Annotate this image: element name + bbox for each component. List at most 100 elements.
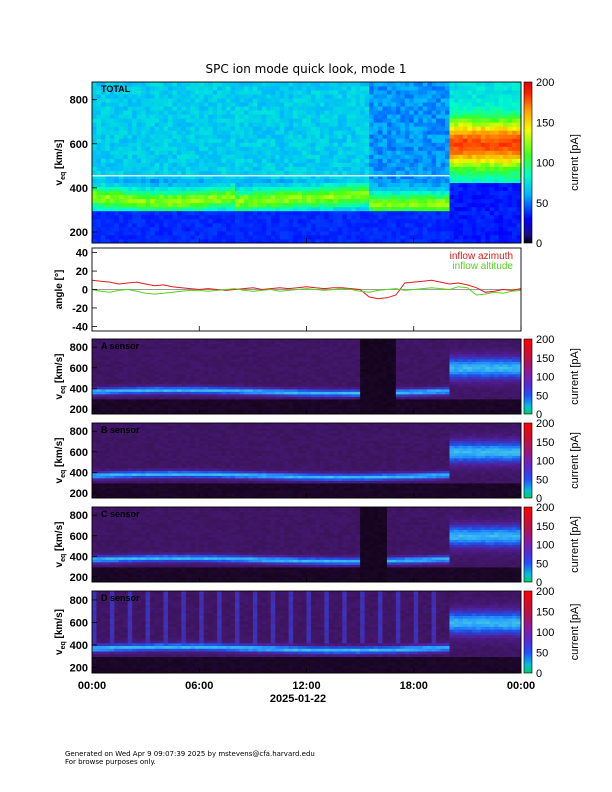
heatmap-cell: [159, 203, 164, 207]
heatmap-cell: [253, 102, 258, 106]
heatmap-cell: [132, 219, 137, 223]
heatmap-cell: [172, 183, 177, 187]
heatmap-cell: [351, 235, 356, 239]
heatmap-cell: [132, 154, 137, 158]
heatmap-cell: [266, 235, 271, 239]
heatmap-cell: [374, 130, 379, 134]
heatmap-cell: [271, 215, 276, 219]
heatmap-cell: [266, 183, 271, 187]
heatmap-cell: [150, 130, 155, 134]
heatmap-cell: [190, 90, 195, 94]
heatmap-cell: [231, 191, 236, 195]
heatmap-cell: [213, 154, 218, 158]
heatmap-cell: [177, 207, 182, 211]
heatmap-cell: [289, 187, 294, 191]
heatmap-cell: [338, 219, 343, 223]
heatmap-cell: [141, 163, 146, 167]
heatmap-cell: [168, 106, 173, 110]
heatmap-cell: [186, 203, 191, 207]
heatmap-cell: [382, 207, 387, 211]
heatmap-cell: [199, 114, 204, 118]
heatmap-cell: [253, 134, 258, 138]
heatmap-cell: [360, 227, 365, 231]
heatmap-cell: [293, 94, 298, 98]
heatmap-cell: [360, 130, 365, 134]
heatmap-cell: [239, 215, 244, 219]
heatmap-cell: [298, 122, 303, 126]
heatmap-cell: [275, 187, 280, 191]
heatmap-cell: [164, 110, 169, 114]
heatmap-cell: [213, 114, 218, 118]
heatmap-cell: [177, 90, 182, 94]
heatmap-cell: [208, 82, 213, 86]
heatmap-cell: [365, 195, 370, 199]
heatmap-cell: [231, 114, 236, 118]
heatmap-cell: [257, 163, 262, 167]
heatmap-cell: [231, 158, 236, 162]
heatmap-cell: [128, 179, 133, 183]
heatmap-cell: [239, 207, 244, 211]
heatmap-cell: [128, 94, 133, 98]
heatmap-cell: [146, 227, 151, 231]
heatmap-cell: [123, 227, 128, 231]
heatmap-cell: [213, 203, 218, 207]
heatmap-cell: [114, 158, 119, 162]
heatmap-cell: [195, 167, 200, 171]
heatmap-cell: [132, 86, 137, 90]
heatmap-cell: [356, 183, 361, 187]
heatmap-cell: [284, 94, 289, 98]
heatmap-cell: [235, 235, 240, 239]
heatmap-cell: [324, 146, 329, 150]
heatmap-cell: [96, 106, 101, 110]
heatmap-cell: [195, 179, 200, 183]
heatmap-cell: [293, 110, 298, 114]
heatmap-cell: [289, 219, 294, 223]
heatmap-cell: [177, 219, 182, 223]
heatmap-cell: [132, 130, 137, 134]
heatmap-cell: [302, 94, 307, 98]
heatmap-cell: [110, 215, 115, 219]
heatmap-cell: [329, 130, 334, 134]
heatmap-cell: [195, 195, 200, 199]
heatmap-cell: [307, 94, 312, 98]
heatmap-cell: [141, 199, 146, 203]
heatmap-cell: [155, 163, 160, 167]
heatmap-cell: [351, 146, 356, 150]
heatmap-cell: [320, 126, 325, 130]
heatmap-cell: [311, 211, 316, 215]
heatmap-cell: [342, 215, 347, 219]
heatmap-cell: [338, 94, 343, 98]
heatmap-cell: [114, 199, 119, 203]
heatmap-cell: [244, 94, 249, 98]
heatmap-cell: [369, 154, 374, 158]
heatmap-cell: [262, 134, 267, 138]
heatmap-cell: [382, 179, 387, 183]
heatmap-cell: [186, 207, 191, 211]
heatmap-cell: [101, 142, 106, 146]
heatmap-cell: [365, 86, 370, 90]
heatmap-cell: [320, 138, 325, 142]
heatmap-cell: [248, 122, 253, 126]
heatmap-cell: [199, 199, 204, 203]
heatmap-cell: [190, 207, 195, 211]
heatmap-cell: [132, 163, 137, 167]
heatmap-cell: [239, 118, 244, 122]
heatmap-cell: [195, 150, 200, 154]
heatmap-cell: [262, 122, 267, 126]
heatmap-cell: [298, 102, 303, 106]
heatmap-cell: [324, 94, 329, 98]
heatmap-cell: [119, 163, 124, 167]
heatmap-cell: [222, 150, 227, 154]
heatmap-cell: [307, 130, 312, 134]
heatmap-cell: [123, 134, 128, 138]
heatmap-cell: [360, 134, 365, 138]
heatmap-cell: [150, 102, 155, 106]
heatmap-cell: [262, 215, 267, 219]
heatmap-cell: [96, 195, 101, 199]
heatmap-cell: [239, 231, 244, 235]
heatmap-cell: [96, 231, 101, 235]
heatmap-cell: [208, 130, 213, 134]
heatmap-cell: [320, 207, 325, 211]
heatmap-cell: [333, 118, 338, 122]
heatmap-cell: [311, 235, 316, 239]
